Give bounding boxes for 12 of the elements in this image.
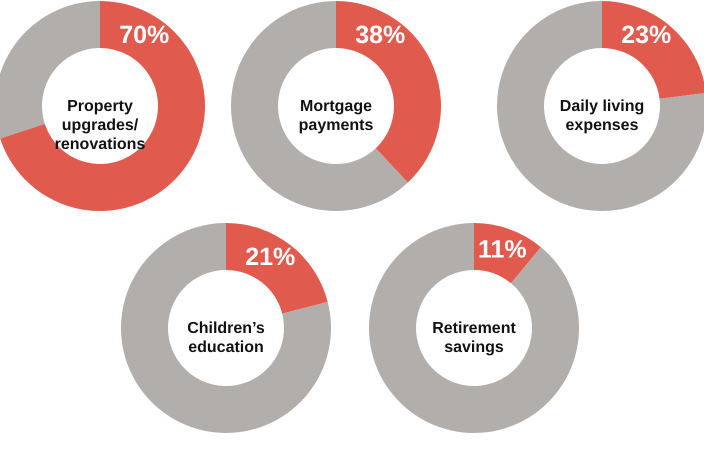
data-label: 38% (355, 21, 406, 50)
text: Mortgage payments (298, 98, 374, 134)
text: Retirement savings (432, 320, 516, 356)
data-label: 11% (478, 235, 527, 264)
donut-slice (226, 223, 328, 314)
data-label: 70% (119, 21, 170, 50)
text: Children’s education (187, 320, 265, 356)
text: Daily living expenses (560, 98, 644, 134)
data-label: 23% (621, 21, 672, 50)
donut-slice (231, 1, 408, 211)
text: Property upgrades/ renovations (54, 98, 146, 153)
data-label: 21% (245, 243, 296, 272)
